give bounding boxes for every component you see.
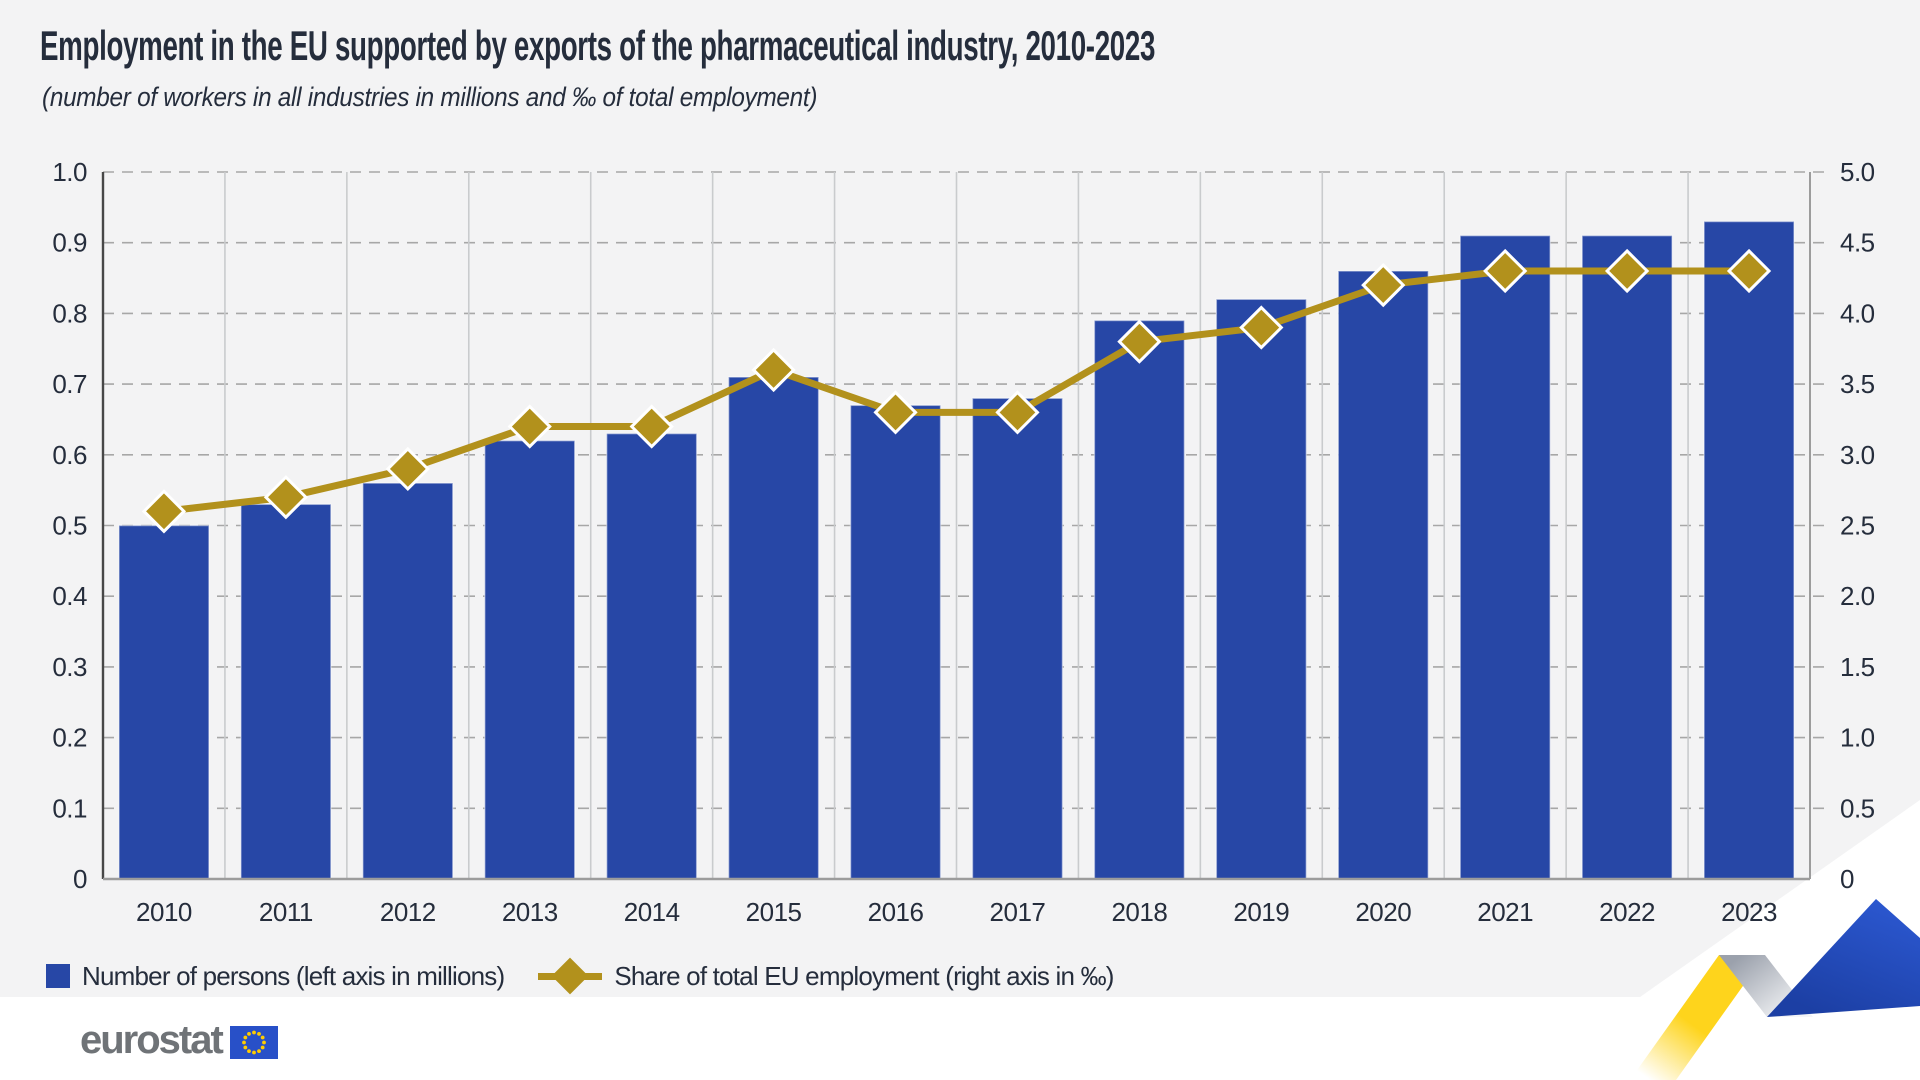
line-marker-2020 xyxy=(1361,262,1406,308)
x-axis-label-2022: 2022 xyxy=(1599,897,1655,927)
y-axis-left-label-0.5: 0.5 xyxy=(52,511,87,541)
x-axis-label-2015: 2015 xyxy=(746,897,802,927)
bar-2013 xyxy=(484,439,576,880)
x-axis-label-2013: 2013 xyxy=(502,897,558,927)
legend-bar-label: Number of persons (left axis in millions… xyxy=(82,960,505,991)
eu-flag-star xyxy=(246,1049,251,1054)
eu-flag-star xyxy=(261,1040,266,1045)
x-axis-label-2023: 2023 xyxy=(1721,897,1777,927)
y-axis-left-label-0.9: 0.9 xyxy=(52,228,87,258)
bar-2023 xyxy=(1703,220,1795,880)
y-axis-left-label-0.3: 0.3 xyxy=(52,652,87,682)
line-marker-2018 xyxy=(1117,319,1162,364)
y-axis-right-label-2.5: 2.5 xyxy=(1840,511,1875,541)
bar-2014 xyxy=(605,432,698,880)
eu-flag-star xyxy=(241,1040,246,1045)
bar-2011 xyxy=(240,503,332,880)
y-axis-right-label-1.5: 1.5 xyxy=(1840,652,1875,682)
chart-title: Employment in the EU supported by export… xyxy=(40,22,1729,70)
bar-2019 xyxy=(1215,298,1308,880)
y-axis-right-label-4.5: 4.5 xyxy=(1840,228,1875,258)
bar-2018 xyxy=(1093,319,1186,880)
y-axis-right-label-3.0: 3.0 xyxy=(1840,440,1875,470)
line-marker-2014 xyxy=(629,404,674,449)
bar-2020 xyxy=(1337,270,1429,880)
line-marker-2013 xyxy=(507,404,552,449)
line-marker-2012 xyxy=(385,446,430,492)
share-line xyxy=(160,267,1753,515)
x-axis-label-2017: 2017 xyxy=(990,897,1046,927)
ribbon-yellow-band xyxy=(1630,955,1765,1080)
line-marker-2011 xyxy=(263,475,309,520)
line-marker-2021 xyxy=(1483,248,1528,294)
x-axis-label-2014: 2014 xyxy=(624,897,680,927)
chart-subtitle: (number of workers in all industries in … xyxy=(42,82,903,113)
eurostat-logo: eurostat xyxy=(80,1018,278,1063)
y-axis-right-label-2.0: 2.0 xyxy=(1840,581,1875,611)
eu-flag-star xyxy=(260,1045,265,1050)
x-axis-label-2012: 2012 xyxy=(380,897,436,927)
eurostat-logo-text: eurostat xyxy=(80,1018,224,1062)
x-axis-label-2020: 2020 xyxy=(1355,897,1411,927)
y-axis-right-label-0.5: 0.5 xyxy=(1840,793,1875,823)
eu-flag-star xyxy=(243,1045,248,1050)
bar-2015 xyxy=(727,376,820,880)
y-axis-right-label-3.5: 3.5 xyxy=(1840,369,1875,399)
y-axis-right-label-5.0: 5.0 xyxy=(1840,157,1875,187)
y-axis-left-label-0: 0 xyxy=(73,864,87,894)
y-axis-left-label-0.6: 0.6 xyxy=(52,440,87,470)
line-marker-2022 xyxy=(1604,248,1650,294)
line-marker-2017 xyxy=(995,390,1040,435)
x-axis-label-2010: 2010 xyxy=(136,897,192,927)
eu-flag-star xyxy=(246,1031,251,1036)
y-axis-right-label-0: 0 xyxy=(1840,864,1854,894)
x-axis-label-2021: 2021 xyxy=(1477,897,1533,927)
legend-line-label: Share of total EU employment (right axis… xyxy=(614,960,1114,991)
y-axis-left-label-0.2: 0.2 xyxy=(52,723,87,753)
chart-title-text: Employment in the EU supported by export… xyxy=(40,22,1156,69)
x-axis-label-2011: 2011 xyxy=(259,897,313,927)
y-axis-left-label-1.0: 1.0 xyxy=(52,157,87,187)
eu-flag-star xyxy=(256,1049,261,1054)
eu-flag-star xyxy=(243,1035,248,1040)
eu-flag-icon xyxy=(229,1026,278,1059)
eu-flag-star xyxy=(251,1030,256,1035)
x-axis-label-2016: 2016 xyxy=(868,897,924,927)
line-marker-2016 xyxy=(873,390,918,435)
y-axis-left-label-0.7: 0.7 xyxy=(52,369,87,399)
y-axis-left-label-0.1: 0.1 xyxy=(52,793,87,823)
legend: Number of persons (left axis in millions… xyxy=(46,953,1114,999)
line-marker-2015 xyxy=(751,347,796,393)
y-axis-left-label-0.8: 0.8 xyxy=(52,298,87,328)
legend-bar-swatch-icon xyxy=(46,964,70,988)
line-marker-2023 xyxy=(1726,248,1772,294)
bar-2021 xyxy=(1459,234,1551,880)
decorative-zigzag-ribbon xyxy=(1630,899,1920,1080)
eu-flag-star xyxy=(256,1031,261,1036)
bar-2010 xyxy=(118,524,210,880)
chart-subtitle-text: (number of workers in all industries in … xyxy=(42,82,818,112)
x-axis-label-2018: 2018 xyxy=(1111,897,1167,927)
eu-flag-star xyxy=(260,1035,265,1040)
line-marker-2010 xyxy=(141,489,187,534)
ribbon-blue-band xyxy=(1767,899,1920,1017)
bar-2017 xyxy=(971,397,1064,880)
y-axis-right-label-4.0: 4.0 xyxy=(1840,298,1875,328)
y-axis-right-label-1.0: 1.0 xyxy=(1840,723,1875,753)
bar-2022 xyxy=(1581,234,1673,880)
x-axis-label-2019: 2019 xyxy=(1233,897,1289,927)
line-marker-2019 xyxy=(1239,305,1284,350)
y-axis-left-label-0.4: 0.4 xyxy=(52,581,87,611)
bar-2012 xyxy=(362,482,454,880)
eu-flag-star xyxy=(251,1050,256,1055)
legend-line-swatch-icon xyxy=(538,957,603,995)
bar-2016 xyxy=(849,404,942,880)
